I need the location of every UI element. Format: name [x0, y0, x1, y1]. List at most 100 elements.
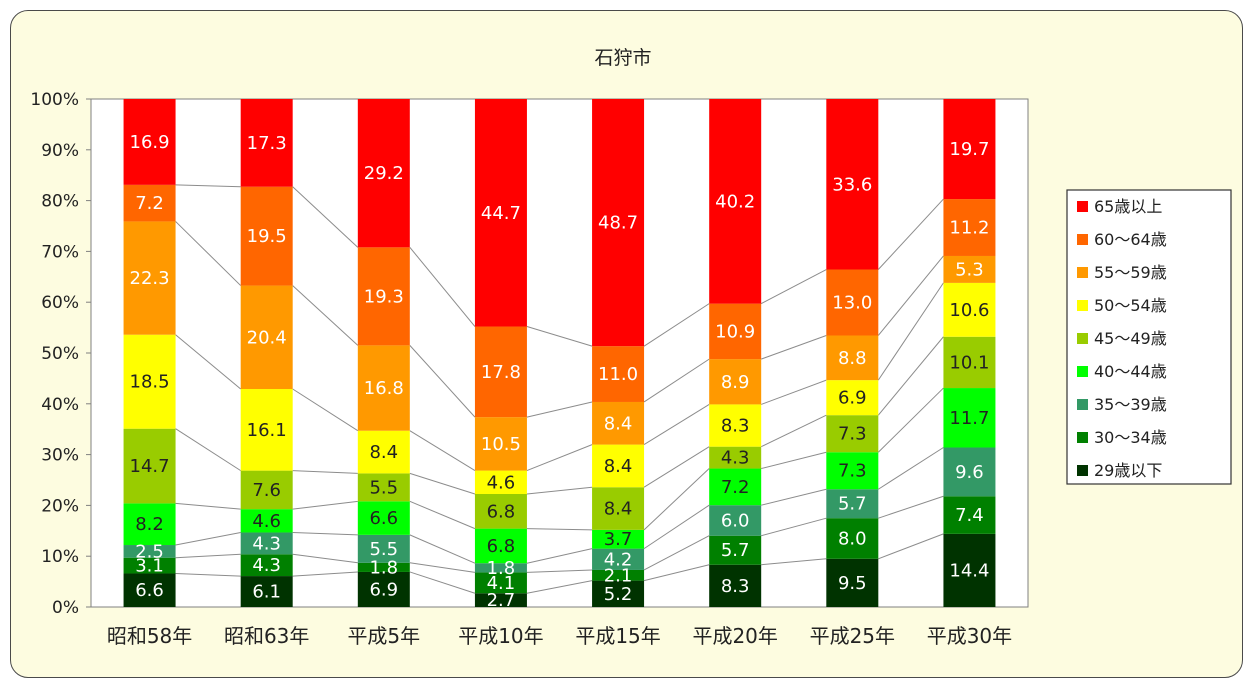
series-line	[175, 502, 241, 510]
bar-segment	[123, 503, 176, 546]
data-label: 8.8	[838, 348, 867, 369]
y-tick-label: 90%	[41, 141, 79, 161]
bar-segment	[943, 496, 996, 534]
series-line	[526, 548, 593, 564]
data-label: 8.4	[604, 499, 633, 520]
plot-area	[90, 98, 1029, 608]
bar-segment	[943, 199, 996, 256]
data-label: 10.9	[715, 321, 755, 342]
series-line	[409, 247, 476, 327]
bar-segment	[826, 380, 879, 416]
bar-segment	[592, 444, 645, 488]
data-label: 22.3	[130, 268, 170, 289]
bar-segment	[357, 501, 410, 535]
series-line	[877, 198, 944, 270]
series-line	[760, 269, 827, 305]
data-label: 16.9	[130, 132, 170, 153]
bar-segment	[240, 99, 293, 187]
legend-swatch	[1077, 399, 1088, 410]
bar-segment	[826, 269, 879, 336]
series-line	[761, 335, 827, 360]
data-label: 7.2	[721, 477, 750, 498]
data-label: 4.1	[487, 573, 516, 594]
data-label: 5.2	[604, 584, 633, 605]
legend-swatch	[1077, 300, 1088, 311]
data-label: 10.1	[949, 352, 989, 373]
data-label: 8.2	[135, 514, 164, 535]
bar-segment	[709, 446, 762, 469]
bar-segment	[709, 468, 762, 506]
series-line	[877, 282, 944, 381]
bar-segment	[943, 533, 996, 607]
bar-segment	[709, 359, 762, 405]
data-label: 2.1	[604, 565, 633, 586]
data-label: 7.6	[252, 480, 281, 501]
bar-segment	[123, 334, 176, 429]
data-label: 8.4	[604, 413, 633, 434]
bar-segment	[709, 564, 762, 607]
bar-segment	[826, 99, 879, 270]
series-line	[760, 414, 827, 448]
legend-label: 30～34歳	[1094, 428, 1167, 447]
data-label: 4.6	[252, 511, 281, 532]
series-line	[878, 495, 944, 519]
series-line	[878, 447, 944, 490]
data-label: 33.6	[832, 174, 872, 195]
series-line	[877, 255, 944, 336]
data-label: 8.3	[721, 416, 750, 437]
data-label: 6.1	[252, 582, 281, 603]
bar-segment	[826, 335, 879, 381]
bars	[123, 99, 996, 607]
series-line	[409, 534, 476, 564]
legend-swatch	[1077, 234, 1088, 245]
data-label: 7.3	[838, 424, 867, 445]
data-label: 40.2	[715, 191, 755, 212]
series-line	[643, 446, 710, 488]
series-line	[292, 388, 359, 432]
data-label: 10.5	[481, 434, 521, 455]
bar-segment	[474, 326, 527, 418]
bar-segment	[826, 518, 879, 559]
bar-segment	[943, 282, 996, 337]
series-line	[292, 553, 358, 564]
bar-segment	[943, 255, 996, 283]
bar-segment	[943, 336, 996, 389]
data-label: 44.7	[481, 203, 521, 224]
data-label: 2.5	[135, 541, 164, 562]
bar-segment	[123, 184, 176, 222]
bar-segment	[474, 417, 527, 471]
legend-swatch	[1077, 267, 1088, 278]
x-tick-label: 平成10年	[458, 624, 543, 648]
series-line	[526, 486, 593, 495]
series-line	[292, 470, 358, 474]
data-label: 16.1	[247, 420, 287, 441]
data-label: 11.7	[949, 408, 989, 429]
bar-segment	[240, 388, 293, 471]
legend-label: 35～39歳	[1094, 395, 1167, 414]
series-line	[761, 558, 827, 566]
data-label: 14.7	[130, 456, 170, 477]
data-label: 5.5	[369, 477, 398, 498]
series-line	[526, 326, 593, 347]
series-line	[643, 403, 710, 446]
series-line	[292, 186, 359, 248]
data-label: 6.8	[487, 536, 516, 557]
bar-segment	[474, 99, 527, 327]
series-line	[292, 285, 359, 346]
series-line	[643, 564, 710, 582]
x-axis: 昭和58年 昭和63年 平成5年 平成10年 平成15年 平成20年 平成25年 平成30年	[107, 624, 1012, 648]
series-line	[526, 569, 593, 573]
data-label: 7.3	[838, 461, 867, 482]
bar-segment	[943, 388, 996, 448]
bar-segment	[240, 576, 293, 607]
data-label: 1.8	[369, 557, 398, 578]
data-label: 6.0	[721, 510, 750, 531]
series-line	[877, 336, 944, 416]
series-line	[761, 517, 827, 537]
series-line	[761, 379, 827, 405]
data-label: 6.6	[135, 580, 164, 601]
y-tick-label: 20%	[41, 496, 79, 516]
series-line	[643, 535, 710, 571]
data-label: 5.7	[838, 494, 867, 515]
